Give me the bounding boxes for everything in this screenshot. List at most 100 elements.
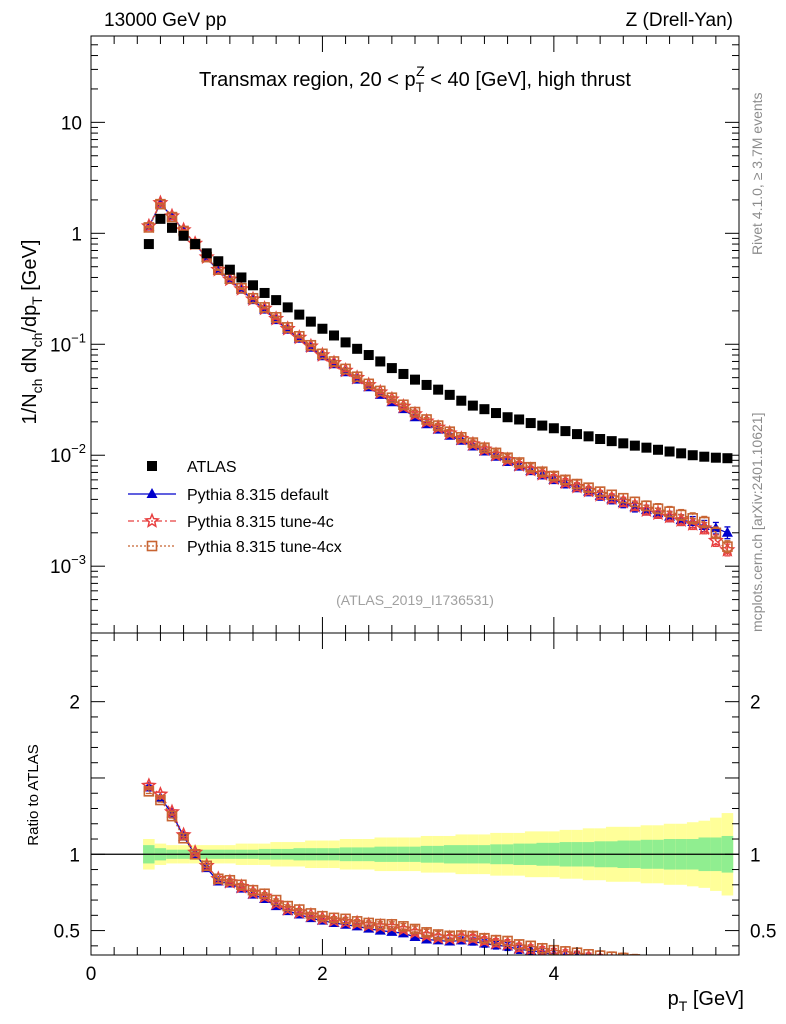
series-1-ratio-point	[641, 959, 652, 969]
series-3-ratio-point	[665, 959, 674, 968]
series-3-point	[722, 541, 733, 552]
series-2-ratio-point	[152, 785, 169, 802]
ratio-y-tick-label-left: 1	[69, 845, 80, 866]
series-3-point	[502, 452, 513, 464]
y-label-b: ch	[29, 379, 45, 394]
atlas-point	[560, 426, 571, 437]
series-1-ratio-point	[599, 954, 601, 955]
series-2-ratio-point	[710, 973, 722, 985]
y-label-c: dN	[19, 347, 41, 378]
series-3-point	[351, 371, 363, 383]
series-3-ratio-point	[224, 874, 236, 886]
series-3-ratio-point	[386, 919, 398, 930]
series-3-ratio-point	[583, 948, 594, 955]
series-3-ratio-point	[642, 957, 651, 966]
series-3-point	[444, 426, 456, 437]
series-3-ratio-point	[305, 908, 317, 919]
atlas-point	[155, 213, 166, 224]
series-2-ratio-point	[140, 777, 157, 793]
atlas-point	[375, 356, 386, 367]
series-3-ratio-point	[143, 786, 155, 797]
atlas-point	[340, 337, 351, 348]
atlas-point	[491, 408, 501, 419]
series-3-point	[513, 457, 525, 468]
series-1-ratio-point	[687, 963, 698, 973]
upper-y-tick-label: 10−2	[50, 441, 86, 467]
x-axis-label: pT [GeV]	[668, 988, 744, 1014]
series-3-ratio-point	[490, 934, 502, 946]
plot-title-main: Transmax region, 20 < p	[199, 69, 416, 91]
atlas-point	[190, 239, 201, 250]
series-3-ratio-point	[723, 978, 732, 987]
legend-label-3: Pythia 8.315 tune-4cx	[187, 539, 342, 556]
series-3-point	[305, 339, 317, 351]
atlas-point	[606, 436, 617, 447]
atlas-point	[664, 446, 675, 457]
plot-title-sup: Z	[416, 63, 425, 79]
series-3-point	[432, 420, 444, 431]
y-label-f: T	[29, 296, 45, 305]
ratio-y-tick-label-right: 1	[750, 845, 761, 866]
series-3-ratio-point	[455, 930, 467, 941]
atlas-point	[722, 453, 733, 464]
series-3-point	[571, 478, 583, 490]
series-3-point	[155, 198, 166, 210]
plot-title-sub: T	[416, 79, 425, 95]
atlas-point	[363, 350, 374, 361]
x-label-p: p	[668, 988, 679, 1010]
series-3-ratio-point	[259, 888, 270, 900]
upper-y-tick-exponent: −2	[71, 441, 86, 456]
series-3-ratio-point	[711, 970, 720, 979]
atlas-point	[201, 248, 212, 259]
series-2-ratio-point	[634, 954, 636, 955]
y-label-d: ch	[29, 333, 45, 348]
upper-y-tick-exponent: −3	[71, 552, 86, 567]
series-1-ratio-point	[676, 963, 687, 973]
series-3-point	[340, 363, 351, 375]
series-3-point	[398, 399, 409, 411]
atlas-point	[329, 330, 339, 341]
ratio-y-tick-label-left: 2	[69, 693, 80, 714]
series-2-point	[707, 532, 724, 548]
series-3-ratio-point	[444, 930, 456, 942]
atlas-point	[548, 423, 559, 434]
atlas-point	[583, 431, 594, 442]
series-1-ratio-point	[664, 961, 675, 971]
series-3-point	[687, 513, 699, 524]
series-1-ratio-point	[653, 960, 664, 970]
series-3-ratio-point	[247, 884, 259, 896]
atlas-point	[479, 404, 490, 415]
series-3-ratio-point	[421, 927, 432, 938]
series-3-ratio-point	[189, 848, 201, 860]
plot-title: Transmax region, 20 < pTZ < 40 [GeV], hi…	[199, 63, 631, 95]
series-3-ratio-point	[677, 960, 686, 969]
atlas-point	[143, 239, 154, 250]
series-3-ratio-point	[166, 810, 178, 822]
series-3-point	[270, 312, 282, 323]
atlas-point	[595, 434, 606, 445]
series-3-point	[317, 348, 328, 360]
series-2-ratio-point	[652, 960, 664, 972]
atlas-point	[629, 440, 640, 451]
y-label-g: [GeV]	[19, 240, 41, 297]
series-1-ratio-point	[722, 968, 733, 978]
legend-label-1: Pythia 8.315 default	[187, 487, 329, 504]
atlas-point	[410, 374, 420, 385]
series-3-ratio-point	[155, 794, 166, 806]
series-2-ratio-point	[622, 953, 625, 955]
series-3-ratio-point	[654, 957, 663, 966]
x-tick-label: 0	[86, 964, 97, 985]
atlas-point	[537, 420, 548, 431]
series-3-point	[374, 385, 386, 397]
legend: ATLAS Pythia 8.315 default Pythia 8.315 tu…	[128, 459, 342, 556]
series-3-point	[166, 211, 178, 223]
legend-label-2: Pythia 8.315 tune-4c	[187, 514, 334, 531]
series-3-ratio-point	[317, 910, 328, 922]
atlas-point	[710, 452, 721, 463]
ratio-y-tick-label-right: 0.5	[750, 922, 776, 943]
series-1-ratio-point	[710, 966, 721, 976]
series-3-point	[617, 492, 629, 504]
upper-y-tick-label: 1	[71, 224, 82, 245]
